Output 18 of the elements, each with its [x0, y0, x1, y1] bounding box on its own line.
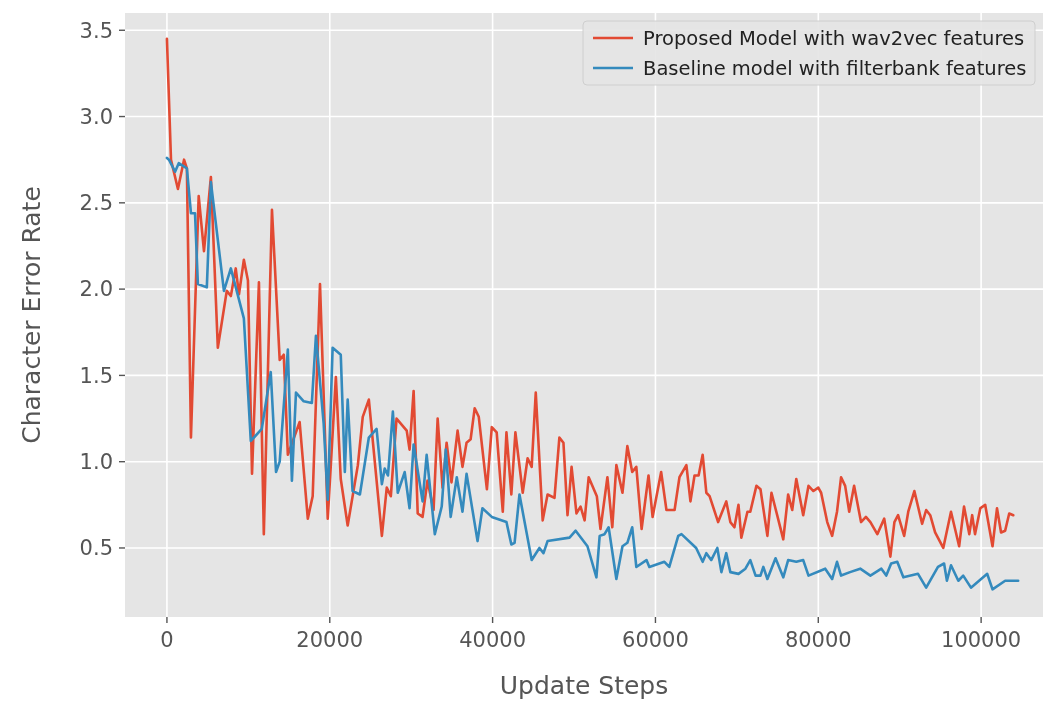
legend-label: Baseline model with filterbank features: [643, 56, 1027, 80]
y-tick-label: 3.0: [79, 104, 113, 129]
y-tick-label: 0.5: [79, 536, 113, 561]
y-tick-label: 1.5: [79, 363, 113, 388]
y-tick-label: 2.0: [79, 277, 113, 302]
line-series: [165, 156, 1020, 591]
x-tick-label: 20000: [296, 628, 364, 652]
x-tick-label: 60000: [622, 628, 689, 652]
y-tick-label: 2.5: [79, 191, 113, 216]
legend-label: Proposed Model with wav2vec features: [643, 26, 1025, 50]
x-axis-title: Update Steps: [499, 671, 669, 700]
x-tick-label: 40000: [459, 628, 527, 652]
x-tick-label: 80000: [784, 628, 852, 652]
x-tick-label: 100000: [941, 628, 1022, 652]
y-tick-label: 3.5: [79, 18, 113, 43]
y-tick-label: 1.0: [79, 450, 113, 475]
x-tick-label: 0: [160, 628, 174, 652]
y-axis-title: Character Error Rate: [17, 186, 46, 444]
